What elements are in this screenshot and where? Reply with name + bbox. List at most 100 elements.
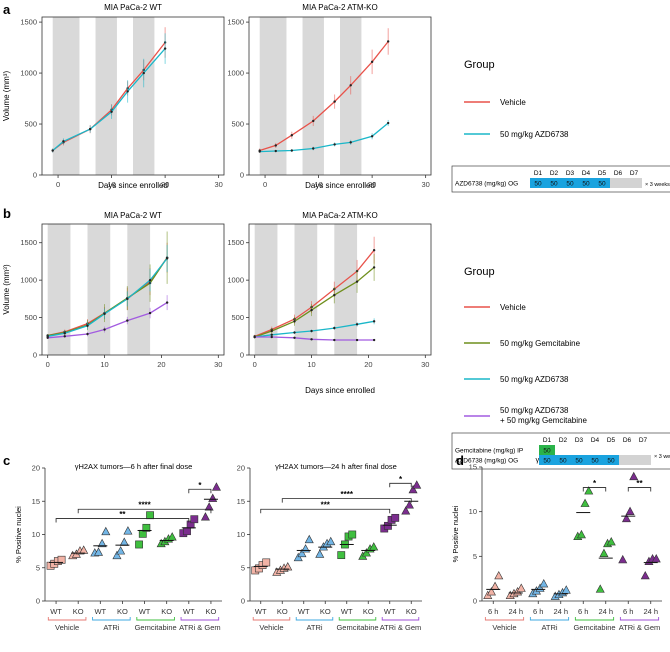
chart-title: γH2AX tumors—24 h after final dose xyxy=(275,462,397,471)
schedule-cell-value: 50 xyxy=(582,181,590,188)
schedule-cell xyxy=(539,445,555,455)
treatment-band xyxy=(87,224,111,355)
chart-title: MIA PaCa-2 WT xyxy=(104,3,162,12)
y-tick-label: 1000 xyxy=(227,69,244,78)
significance-bracket xyxy=(582,487,607,492)
data-point xyxy=(349,84,352,87)
group-bracket xyxy=(92,617,131,621)
schedule-day-label: D5 xyxy=(607,437,616,444)
y-tick-label: 15 xyxy=(32,497,40,506)
x-tick-label: 0 xyxy=(263,180,267,189)
x-tick-label: WT xyxy=(341,607,353,616)
data-point xyxy=(326,536,336,546)
data-point xyxy=(103,312,106,316)
schedule-cell xyxy=(603,445,619,455)
x-tick-label: WT xyxy=(298,607,310,616)
data-point xyxy=(211,482,221,491)
x-tick-label: 24 h xyxy=(553,607,568,616)
schedule-day-label: D1 xyxy=(534,170,543,177)
data-point xyxy=(304,534,314,544)
data-point xyxy=(312,147,315,150)
data-point xyxy=(494,570,504,580)
data-point xyxy=(165,257,169,260)
schedule-repeat-label: × 3 weeks xyxy=(654,454,670,460)
category-points xyxy=(640,553,661,580)
x-tick-label: WT xyxy=(183,607,195,616)
plot-frame xyxy=(41,16,225,176)
y-tick-label: 20 xyxy=(32,464,40,473)
data-point xyxy=(333,293,336,297)
data-point xyxy=(97,538,107,548)
series-2 xyxy=(46,244,169,338)
group-label: ATRi xyxy=(306,623,322,632)
data-point xyxy=(204,502,214,511)
y-tick-label: 20 xyxy=(237,464,245,473)
data-point xyxy=(86,332,89,336)
data-point xyxy=(333,338,336,342)
data-point xyxy=(200,512,210,521)
data-point xyxy=(146,511,154,520)
y-tick-label: 5 xyxy=(241,563,245,572)
treatment-band xyxy=(95,17,117,175)
y-tick-label: 0 xyxy=(241,597,245,606)
y-tick-label: 1500 xyxy=(227,18,244,27)
x-tick-label: WT xyxy=(255,607,267,616)
data-point xyxy=(148,311,152,315)
data-point xyxy=(62,140,65,143)
chart-title: MIA PaCa-2 ATM-KO xyxy=(302,211,377,220)
significance-bracket xyxy=(389,482,412,488)
y-tick-label: 500 xyxy=(231,120,244,129)
y-tick-label: 0 xyxy=(473,597,477,606)
y-tick-label: 10 xyxy=(32,530,40,539)
category-points xyxy=(315,536,336,558)
y-tick-label: 10 xyxy=(469,507,477,516)
schedule-cell-value: 50 xyxy=(543,448,551,455)
category-points xyxy=(550,585,571,600)
schedule-cell-value: 50 xyxy=(598,181,606,188)
data-point xyxy=(584,486,594,495)
category-points xyxy=(272,562,293,576)
category-points xyxy=(46,555,66,570)
schedule-cell xyxy=(571,455,587,465)
group-bracket xyxy=(381,617,420,621)
y-tick-label: 0 xyxy=(36,597,40,606)
data-point xyxy=(123,526,133,535)
category-points xyxy=(573,486,594,540)
chart-a-ko: MIA PaCa-2 ATM-KO 0 10 20 30 0 500 1000 1500 Days… xyxy=(227,3,432,190)
data-point xyxy=(412,480,422,489)
group-label: ATRi xyxy=(541,623,557,632)
x-tick-label: 30 xyxy=(214,180,222,189)
schedule-cell xyxy=(539,455,555,465)
category-points xyxy=(505,583,526,599)
data-point xyxy=(401,506,411,515)
group-bracket xyxy=(484,617,525,621)
data-point xyxy=(126,319,129,322)
treatment-band xyxy=(47,224,71,355)
schedule-table-a: D1 D2 D3 D4 D5 D6 D7 AZD6738 (mg/kg) OG 50 50 50 50… xyxy=(451,165,670,193)
treatment-band xyxy=(254,224,278,355)
schedule-day-label: D7 xyxy=(639,437,648,444)
schedule-cell-value: 50 xyxy=(575,458,583,465)
schedule-cell-value: 50 xyxy=(543,458,551,465)
series-1 xyxy=(253,253,376,339)
x-tick-label: 20 xyxy=(364,360,372,369)
chart-title: MIA PaCa-2 ATM-KO xyxy=(302,3,377,12)
data-point xyxy=(46,336,49,339)
group-bracket xyxy=(252,617,291,621)
data-point xyxy=(270,333,273,336)
schedule-cell xyxy=(555,455,571,465)
schedule-row-label: Gemcitabine (mg/kg) IP xyxy=(455,448,523,455)
legend-a-title: Group xyxy=(464,59,495,71)
data-point xyxy=(88,127,92,131)
schedule-cell-value: 50 xyxy=(534,181,542,188)
y-axis-label: Volume (mm³) xyxy=(2,71,11,122)
group-bracket xyxy=(338,617,377,621)
schedule-row-label: AZD6738 (mg/kg) OG xyxy=(455,458,518,465)
data-point xyxy=(142,523,151,532)
legend-b-label-gem: 50 mg/kg Gemcitabine xyxy=(500,339,581,348)
x-tick-label: KO xyxy=(320,607,331,616)
y-tick-label: 5 xyxy=(36,563,40,572)
legend-a-label-vehicle: Vehicle xyxy=(500,98,526,107)
data-point xyxy=(370,135,374,138)
data-point xyxy=(165,301,169,304)
